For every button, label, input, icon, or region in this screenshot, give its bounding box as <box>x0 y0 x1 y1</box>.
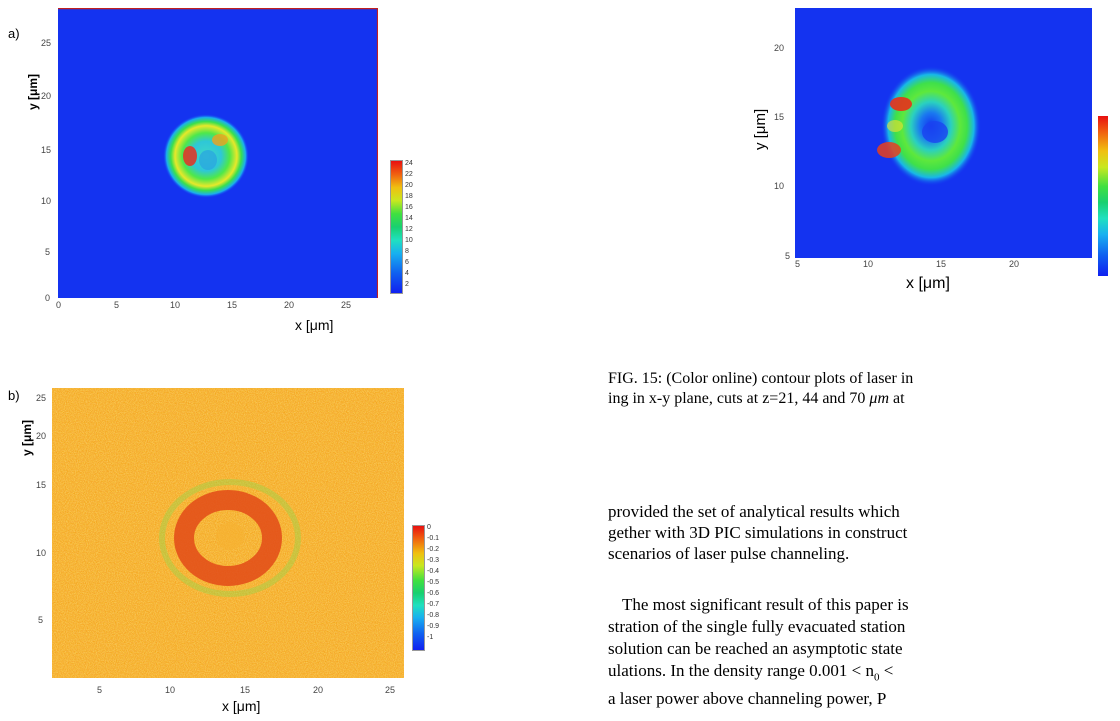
panel-b-colorbar-label: -0.3 <box>427 557 440 564</box>
panel-a-ytick: 10 <box>41 196 52 206</box>
panel-a-colorbar-label: 24 <box>405 160 413 167</box>
panel-a-letter: a) <box>8 26 20 41</box>
panel-a-ytick: 15 <box>41 145 52 155</box>
panel-b-colorbar-label: -0.8 <box>427 612 440 619</box>
figure-caption: FIG. 15: (Color online) contour plots of… <box>608 369 913 409</box>
panel-a-xtick: 20 <box>284 300 295 310</box>
panel-a-colorbar <box>390 160 403 294</box>
panel-b-xlabel: x [μm] <box>222 698 261 714</box>
panel-b-colorbar-label: -0.4 <box>427 568 440 575</box>
panel-b-colorbar-label: 0 <box>427 524 431 531</box>
panel-b-colorbar-label: -0.1 <box>427 535 440 542</box>
panel-b-colorbar-label: -0.6 <box>427 590 440 597</box>
panel-a-xtick: 25 <box>341 300 352 310</box>
panel-b-colorbar-label: -0.9 <box>427 623 440 630</box>
panel-c-plot <box>795 8 1092 258</box>
panel-a-ylabel: y [μm] <box>26 73 40 110</box>
panel-c-ytick: 15 <box>774 112 785 122</box>
panel-a-xtick: 10 <box>170 300 181 310</box>
panel-b-colorbar-label: -1 <box>427 634 434 641</box>
panel-c-colorbar <box>1098 116 1108 276</box>
panel-b-ytick: 10 <box>36 548 47 558</box>
panel-a-colorbar-label: 4 <box>405 270 409 277</box>
panel-b-heatmap <box>52 388 404 678</box>
panel-b-ytick: 15 <box>36 480 47 490</box>
panel-c-corner-tick: 5 <box>785 251 791 261</box>
panel-a-colorbar-label: 8 <box>405 248 409 255</box>
panel-b-xtick: 15 <box>240 685 251 695</box>
panel-c-ylabel: y [μm] <box>752 108 769 150</box>
panel-b-xtick: 20 <box>313 685 324 695</box>
panel-a-colorbar-label: 10 <box>405 237 413 244</box>
panel-c-xtick: 20 <box>1009 259 1020 269</box>
caption-line-2: ing in x-y plane, cuts at z=21, 44 and 7… <box>608 390 905 407</box>
panel-c-xtick: 5 <box>795 259 801 269</box>
panel-b-colorbar <box>412 525 425 651</box>
panel-b-inner-ring <box>174 490 282 586</box>
panel-c-xtick: 15 <box>936 259 947 269</box>
panel-a-colorbar-label: 14 <box>405 215 413 222</box>
panel-b-xtick: 25 <box>385 685 396 695</box>
panel-b-colorbar-label: -0.5 <box>427 579 440 586</box>
panel-c-xlabel: x [μm] <box>906 275 950 292</box>
panel-b-letter: b) <box>8 388 20 403</box>
panel-b-plot <box>52 388 404 678</box>
panel-a-xtick: 5 <box>114 300 120 310</box>
panel-b-ytick: 25 <box>36 393 47 403</box>
body-paragraph-2: The most significant result of this pape… <box>608 595 909 709</box>
panel-b-colorbar-label: -0.2 <box>427 546 440 553</box>
panel-a-ytick: 5 <box>45 247 51 257</box>
panel-a-colorbar-label: 12 <box>405 226 413 233</box>
panel-a-colorbar-label: 20 <box>405 182 413 189</box>
panel-a-plot <box>58 7 379 298</box>
panel-b-xtick: 5 <box>97 685 103 695</box>
caption-line-1: FIG. 15: (Color online) contour plots of… <box>608 370 914 387</box>
panel-b-outer-ring <box>159 479 301 597</box>
panel-c-ytick: 10 <box>774 181 785 191</box>
panel-b-ylabel: y [μm] <box>20 419 34 456</box>
panel-a-ytick: 25 <box>41 38 52 48</box>
panel-a-xlabel: x [μm] <box>295 317 334 333</box>
panel-b-ytick: 5 <box>38 615 44 625</box>
panel-c-heatmap <box>795 8 1092 258</box>
panel-c-ytick: 20 <box>774 43 785 53</box>
panel-a-ytick: 20 <box>41 91 52 101</box>
panel-a-colorbar-label: 18 <box>405 193 413 200</box>
panel-a-colorbar-label: 6 <box>405 259 409 266</box>
body-paragraph-1: provided the set of analytical results w… <box>608 502 908 563</box>
panel-a-colorbar-label: 22 <box>405 171 413 178</box>
panel-a-ytick: 0 <box>45 293 51 303</box>
panel-a-colorbar-label: 16 <box>405 204 413 211</box>
panel-c-xtick: 10 <box>863 259 874 269</box>
panel-a-xtick: 0 <box>56 300 62 310</box>
panel-a-heatmap <box>58 7 379 298</box>
panel-b-ytick: 20 <box>36 431 47 441</box>
panel-a-colorbar-label: 2 <box>405 281 409 288</box>
panel-b-colorbar-label: -0.7 <box>427 601 440 608</box>
panel-a-xtick: 15 <box>227 300 238 310</box>
panel-b-xtick: 10 <box>165 685 176 695</box>
